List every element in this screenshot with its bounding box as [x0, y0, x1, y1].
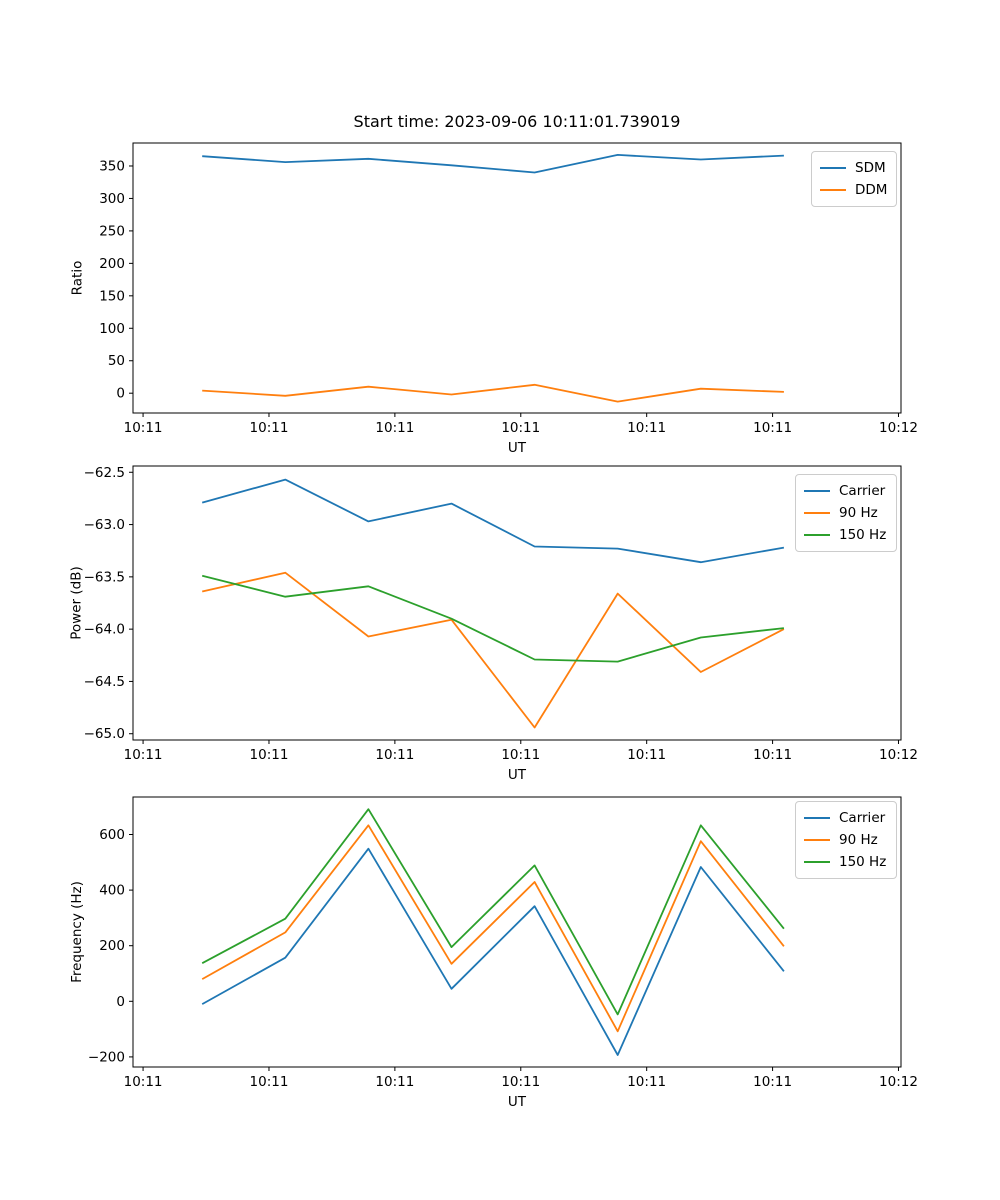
series-line-150-hz: [201, 808, 785, 1016]
y-tick-label: −200: [88, 1049, 125, 1065]
y-tick-label: −63.0: [84, 517, 125, 533]
x-axis-label-ut-bottom: UT: [507, 1094, 527, 1110]
x-axis-label-ut-top: UT: [507, 440, 527, 456]
y-tick-label: 0: [116, 386, 125, 402]
legend: Carrier 90 Hz 150 Hz: [795, 801, 897, 879]
legend-item-label: DDM: [855, 182, 888, 198]
x-tick-label: 10:11: [627, 420, 666, 436]
x-tick-label: 10:11: [250, 420, 289, 436]
y-tick-label: 50: [108, 353, 125, 369]
x-tick-label: 10:11: [250, 1074, 289, 1090]
y-tick-label: 0: [116, 994, 125, 1010]
x-tick-label: 10:11: [124, 420, 163, 436]
legend-line-swatch: [804, 839, 830, 841]
series-line-150-hz: [201, 574, 785, 663]
legend-item-label: 90 Hz: [839, 505, 878, 521]
y-tick-label: −63.5: [84, 569, 125, 585]
series-line-ddm: [202, 383, 784, 403]
axes-frame: [132, 796, 902, 1068]
legend-item-label: 150 Hz: [839, 527, 887, 543]
x-tick-label: 10:12: [879, 747, 918, 763]
x-tick-label: 10:12: [879, 420, 918, 436]
legend-item-label: 150 Hz: [839, 854, 887, 870]
legend-item: SDM: [820, 157, 887, 179]
y-axis-label-ratio: Ratio: [69, 260, 86, 296]
legend-item: Carrier: [804, 480, 887, 502]
series-line-90-hz: [201, 824, 785, 1033]
y-tick-label: 150: [99, 288, 125, 304]
axes-frame: [132, 142, 902, 414]
x-tick-label: 10:11: [375, 1074, 414, 1090]
series-line-90-hz: [202, 571, 785, 729]
y-axis-label-power: Power (dB): [69, 566, 86, 640]
x-tick-label: 10:11: [124, 1074, 163, 1090]
legend: Carrier 90 Hz 150 Hz: [795, 474, 897, 552]
x-tick-label: 10:11: [627, 747, 666, 763]
y-tick-label: −64.5: [84, 674, 125, 690]
series-line-carrier: [201, 847, 785, 1056]
legend-line-swatch: [804, 861, 830, 863]
legend-line-swatch: [804, 534, 830, 536]
x-tick-label: 10:11: [250, 747, 289, 763]
y-tick-label: 200: [99, 938, 125, 954]
y-tick-label: 250: [99, 223, 125, 239]
legend-item: 90 Hz: [804, 502, 887, 524]
x-tick-label: 10:11: [753, 1074, 792, 1090]
legend-item: DDM: [820, 179, 887, 201]
x-tick-label: 10:11: [627, 1074, 666, 1090]
x-tick-label: 10:12: [879, 1074, 918, 1090]
legend-item: Carrier: [804, 807, 887, 829]
legend-item: 150 Hz: [804, 524, 887, 546]
x-tick-label: 10:11: [501, 747, 540, 763]
legend-item: 90 Hz: [804, 829, 887, 851]
y-tick-label: 200: [99, 256, 125, 272]
series-line-sdm: [202, 153, 784, 174]
y-tick-label: −65.0: [84, 726, 125, 742]
legend-item-label: Carrier: [839, 483, 886, 499]
y-tick-label: 100: [99, 321, 125, 337]
x-tick-label: 10:11: [753, 420, 792, 436]
legend-line-swatch: [804, 512, 830, 514]
x-tick-label: 10:11: [753, 747, 792, 763]
x-tick-label: 10:11: [501, 1074, 540, 1090]
legend-line-swatch: [820, 167, 846, 169]
y-axis-label-frequency: Frequency (Hz): [69, 881, 85, 983]
x-tick-label: 10:11: [375, 747, 414, 763]
legend-item-label: 90 Hz: [839, 832, 878, 848]
legend-line-swatch: [820, 189, 846, 191]
figure-title: Start time: 2023-09-06 10:11:01.739019: [353, 112, 681, 131]
series-line-carrier: [201, 478, 785, 564]
x-tick-label: 10:11: [375, 420, 414, 436]
x-tick-label: 10:11: [124, 747, 163, 763]
x-axis-label-ut-middle: UT: [507, 767, 527, 783]
y-tick-label: 300: [99, 191, 125, 207]
axes-frame: [132, 465, 902, 741]
x-tick-label: 10:11: [501, 420, 540, 436]
y-tick-label: 600: [99, 827, 125, 843]
legend-item-label: Carrier: [839, 810, 886, 826]
legend-line-swatch: [804, 490, 830, 492]
y-tick-label: 350: [99, 158, 125, 174]
y-tick-label: 400: [99, 883, 125, 899]
legend-line-swatch: [804, 817, 830, 819]
y-tick-label: −64.0: [84, 622, 125, 638]
y-tick-label: −62.5: [84, 465, 125, 481]
legend: SDM DDM: [811, 151, 898, 207]
legend-item: 150 Hz: [804, 851, 887, 873]
legend-item-label: SDM: [855, 160, 886, 176]
